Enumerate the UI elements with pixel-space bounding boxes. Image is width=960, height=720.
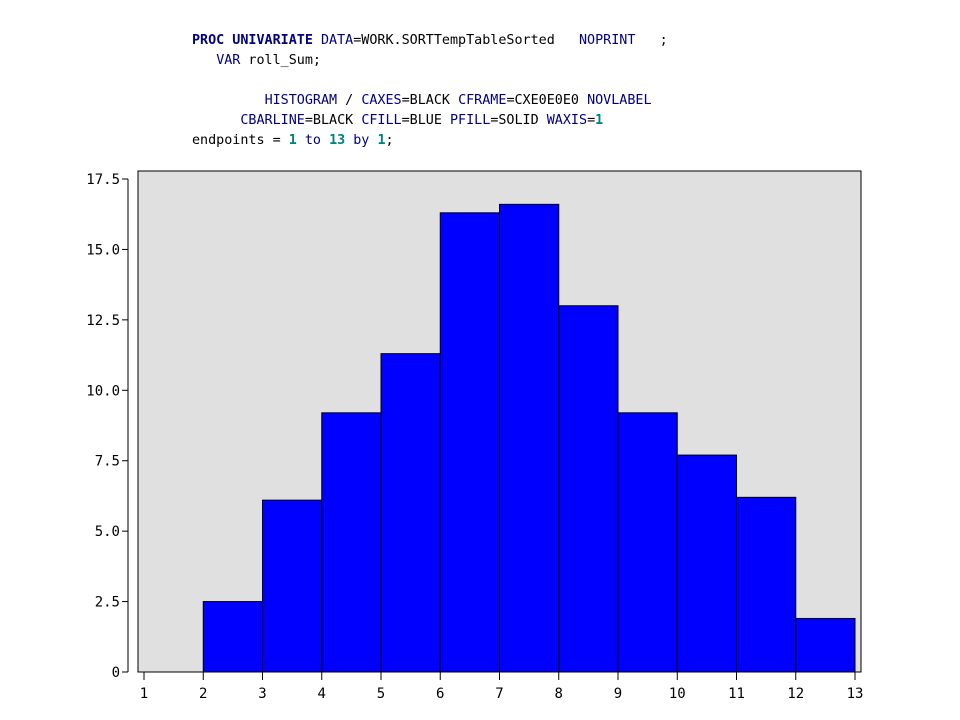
- cbarline-value: =BLACK: [304, 113, 362, 128]
- histogram-bar: [439, 212, 500, 673]
- pfill-value: =SOLID: [490, 113, 547, 128]
- waxis-keyword: WAXIS: [546, 113, 588, 128]
- slash: /: [337, 93, 362, 108]
- cframe-value: =CXE0E0E0: [506, 93, 588, 108]
- histogram-bar: [676, 454, 737, 673]
- y-tick-label: 5.0: [95, 524, 120, 540]
- y-tick-label: 7.5: [95, 454, 120, 470]
- x-tick-label: 1: [140, 686, 148, 702]
- pfill-keyword: PFILL: [450, 113, 491, 128]
- y-tick-label: 0: [112, 665, 120, 681]
- x-tick-label: 11: [728, 686, 745, 702]
- histogram-bar: [736, 496, 797, 673]
- y-tick-label: 12.5: [86, 313, 120, 329]
- x-tick-label: 3: [258, 686, 266, 702]
- x-tick-label: 10: [669, 686, 686, 702]
- histogram-bar: [262, 499, 323, 673]
- cfill-value: =BLUE: [401, 113, 450, 128]
- code-line-2: VAR roll_Sum;: [192, 51, 668, 71]
- statement-end: ;: [635, 33, 668, 48]
- x-axis: 1 2 3 4 5 6 7 8 9 10 11 12 13: [140, 671, 864, 702]
- endpoints-step: 1: [377, 133, 386, 148]
- histogram-bar: [499, 203, 560, 673]
- x-tick-label: 12: [787, 686, 804, 702]
- x-tick-label: 9: [614, 686, 622, 702]
- endpoints-end: 13: [329, 133, 346, 148]
- cfill-keyword: CFILL: [361, 113, 402, 128]
- statement-end: ;: [385, 133, 394, 148]
- code-line-6: endpoints = 1 to 13 by 1;: [192, 131, 668, 151]
- y-tick-label: 15.0: [86, 242, 120, 258]
- waxis-eq: =: [587, 113, 596, 128]
- histogram-bar: [202, 601, 263, 673]
- code-line-4: HISTOGRAM / CAXES=BLACK CFRAME=CXE0E0E0 …: [192, 91, 668, 111]
- x-tick-label: 8: [555, 686, 563, 702]
- sas-code-block: PROC UNIVARIATE DATA=WORK.SORTTempTableS…: [192, 31, 668, 151]
- var-keyword: VAR: [216, 53, 241, 68]
- caxes-value: =BLACK: [401, 93, 459, 108]
- histogram-bar: [617, 412, 678, 673]
- noprint-keyword: NOPRINT: [578, 33, 636, 48]
- endpoints-text: endpoints =: [192, 133, 289, 148]
- x-tick-label: 13: [847, 686, 864, 702]
- data-value: =WORK.SORTTempTableSorted: [353, 33, 579, 48]
- x-tick-label: 2: [199, 686, 207, 702]
- waxis-number: 1: [595, 113, 604, 128]
- code-line-5: CBARLINE=BLACK CFILL=BLUE PFILL=SOLID WA…: [192, 111, 668, 131]
- data-keyword: DATA: [321, 33, 354, 48]
- by-keyword: by: [345, 133, 378, 148]
- bars-group: [202, 203, 856, 673]
- histogram-bar: [795, 617, 856, 673]
- y-tick-label: 2.5: [95, 595, 120, 611]
- histogram-keyword: HISTOGRAM: [264, 93, 338, 108]
- proc-keyword: PROC UNIVARIATE: [192, 33, 313, 48]
- y-tick-label: 10.0: [86, 383, 120, 399]
- histogram-bar: [380, 353, 441, 673]
- novlabel-keyword: NOVLABEL: [587, 93, 652, 108]
- histogram-bar: [321, 412, 382, 673]
- endpoints-start: 1: [288, 133, 297, 148]
- cbarline-keyword: CBARLINE: [240, 113, 305, 128]
- y-axis: 0 2.5 5.0 7.5 10.0 12.5 15.0 17.5: [86, 172, 129, 681]
- x-tick-label: 7: [495, 686, 503, 702]
- cframe-keyword: CFRAME: [458, 93, 507, 108]
- histogram-bar: [558, 305, 619, 673]
- x-tick-label: 6: [436, 686, 444, 702]
- x-tick-label: 5: [377, 686, 385, 702]
- var-value: roll_Sum;: [240, 53, 321, 68]
- x-tick-label: 4: [318, 686, 326, 702]
- y-tick-label: 17.5: [86, 172, 120, 188]
- code-line-1: PROC UNIVARIATE DATA=WORK.SORTTempTableS…: [192, 31, 668, 51]
- to-keyword: to: [296, 133, 330, 148]
- caxes-keyword: CAXES: [361, 93, 402, 108]
